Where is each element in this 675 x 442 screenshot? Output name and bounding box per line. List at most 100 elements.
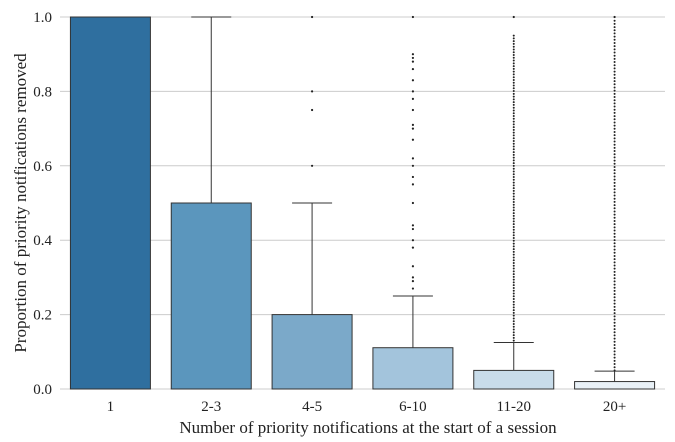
outlier-point [512,70,515,73]
outlier-point [613,315,616,318]
outlier-point [310,108,314,112]
outlier-point [512,156,515,159]
outlier-point [613,299,616,302]
outlier-point [512,62,515,65]
outlier-point [613,216,616,219]
outlier-point [613,194,616,197]
box-11-20 [473,369,555,390]
outlier-point [512,142,515,145]
outlier-point [613,165,616,168]
outlier-point [613,45,616,48]
outlier-point [613,229,616,232]
outlier-point [613,57,616,60]
outlier-point [613,286,616,289]
outlier-point [512,192,515,195]
outlier-point [512,176,515,179]
outlier-point [613,70,616,73]
outlier-point [512,45,515,48]
outlier-point [613,162,616,165]
outlier-point [512,248,515,251]
outlier-point [512,336,515,339]
outlier-point [411,265,415,268]
y-tick-label: 0.6 [33,159,52,175]
outlier-point [512,195,515,198]
outlier-point [613,92,616,95]
outlier-point [512,48,515,51]
outlier-point [613,318,616,321]
outlier-point [411,90,415,93]
outlier-point [411,127,415,130]
outlier-point [512,334,515,337]
outlier-point [613,366,616,369]
outlier-point [411,280,415,283]
outlier-point [512,323,515,326]
outlier-point [613,226,616,229]
outlier-point [411,15,415,19]
outlier-point [613,111,616,114]
outlier-point [613,312,616,315]
outlier-point [512,225,515,228]
outlier-point [512,95,515,98]
outlier-point [613,239,616,242]
outlier-point [411,201,415,205]
outlier-point [512,40,515,43]
outlier-point [512,164,515,167]
outlier-point [310,15,314,19]
outlier-point [512,128,515,131]
outlier-point [512,103,515,106]
outlier-point [613,277,616,280]
outlier-point [613,223,616,226]
outlier-point [411,175,415,179]
outlier-point [512,239,515,242]
x-tick-labels: 1 2-3 4-5 6-10 11-20 20+ [107,399,627,415]
outlier-point [512,314,515,317]
outlier-point [613,369,616,372]
outlier-point [613,343,616,346]
outlier-point [613,146,616,149]
outlier-point [512,78,515,81]
outlier-point [512,209,515,212]
outlier-point [512,306,515,309]
outlier-point [512,328,515,331]
outlier-point [512,59,515,62]
outlier-point [411,227,415,231]
outlier-point [512,189,515,192]
x-tick-label: 4-5 [302,399,322,415]
y-tick-label: 0.4 [33,233,52,249]
outlier-point [411,56,415,60]
x-tick-label: 11-20 [497,399,531,415]
outlier-point [613,347,616,350]
outlier-point [613,19,616,22]
outlier-point [512,331,515,334]
y-tick-label: 0.8 [33,84,52,100]
outlier-point [613,337,616,340]
outlier-point [512,37,515,40]
outlier-point [411,67,415,71]
outlier-point [613,41,616,44]
outlier-point [411,97,415,100]
outlier-point [613,245,616,248]
grid-lines [60,16,665,390]
outlier-point [512,120,515,123]
outlier-point [613,76,616,79]
outlier-point [411,239,415,242]
outlier-point [512,184,515,187]
outlier-point [512,212,515,215]
outlier-point [512,109,515,112]
outlier-point [512,292,515,295]
outlier-point [613,134,616,137]
box-2-3 [170,202,252,390]
outlier-point [613,309,616,312]
outlier-point [613,96,616,99]
outlier-point [512,309,515,312]
outlier-point [613,64,616,67]
outlier-point [613,356,616,359]
outlier-point [512,126,515,129]
x-tick-label: 1 [107,399,115,415]
outlier-point [411,123,415,126]
outlier-point [512,54,515,57]
box-group-6-10 [372,15,454,390]
outlier-point [613,324,616,327]
outlier-point [512,65,515,68]
outlier-point [512,15,515,19]
